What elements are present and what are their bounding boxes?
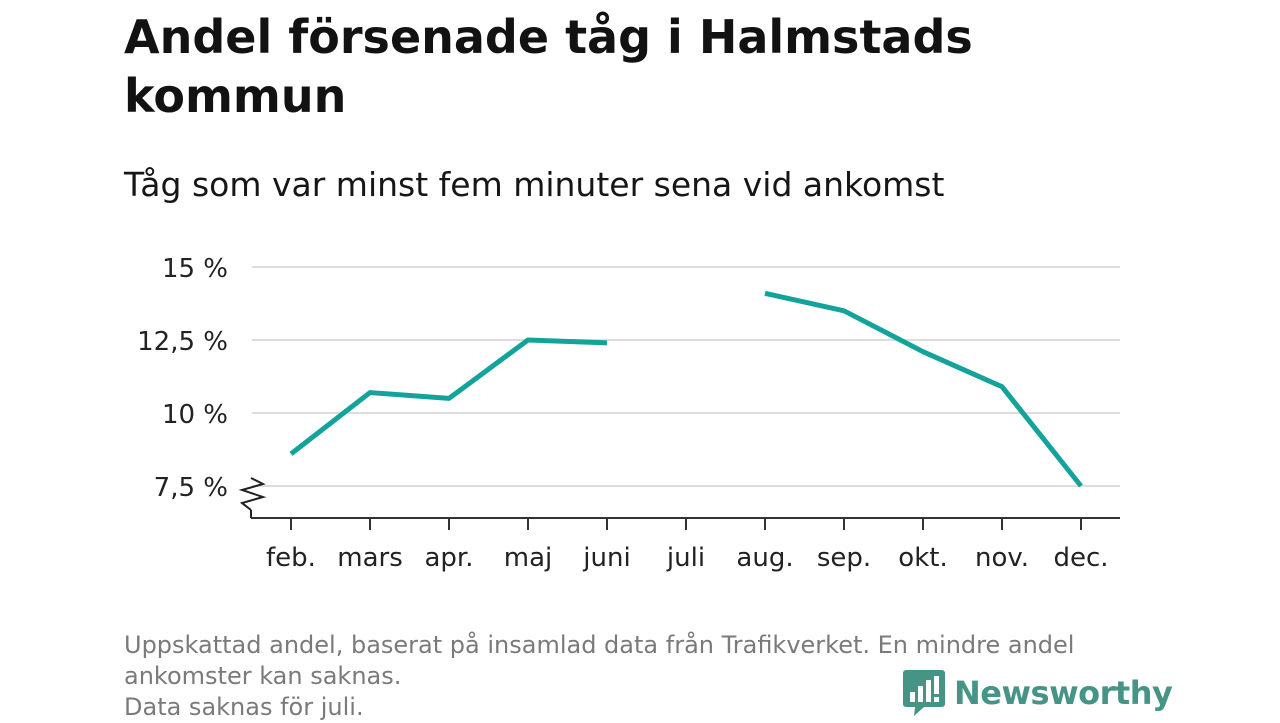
x-tick-label-1: mars <box>337 543 403 573</box>
x-tick-label-9: nov. <box>975 543 1029 573</box>
x-tick-label-4: juni <box>582 543 630 573</box>
x-tick-label-3: maj <box>504 543 552 573</box>
line-chart: 7,5 % 10 % 12,5 % 15 % feb. mars apr. maj juni j… <box>137 254 1120 573</box>
x-axis <box>238 477 1120 530</box>
series-line-segment-0-0 <box>289 337 608 456</box>
x-tick-label-8: okt. <box>898 543 947 573</box>
gridlines <box>252 266 1120 487</box>
series-line-segment-0-1 <box>764 290 1083 488</box>
x-tick-label-2: apr. <box>424 543 473 573</box>
y-tick-label-3: 15 % <box>162 254 228 284</box>
y-tick-label-1: 10 % <box>162 400 228 430</box>
brand-name: Newsworthy <box>954 674 1173 712</box>
y-tick-label-0: 7,5 % <box>154 473 228 503</box>
chart-subtitle: Tåg som var minst fem minuter sena vid a… <box>124 165 945 204</box>
x-tick-label-7: sep. <box>817 543 871 573</box>
axis-break-icon <box>238 477 267 511</box>
x-tick-label-0: feb. <box>266 543 316 573</box>
footnote: Uppskattad andel, baserat på insamlad da… <box>124 630 1154 723</box>
x-tick-label-5: juli <box>666 543 705 573</box>
chart-title: Andel försenade tåg i Halmstads kommun <box>124 10 973 123</box>
x-tick-labels: feb. mars apr. maj juni juli aug. sep. okt. nov. d… <box>266 543 1108 573</box>
y-axis: 7,5 % 10 % 12,5 % 15 % <box>137 254 228 503</box>
brand-logo: Newsworthy <box>902 668 1173 718</box>
x-tick-label-6: aug. <box>736 543 793 573</box>
x-tick-label-10: dec. <box>1053 543 1108 573</box>
footnote-source: Uppskattad andel, baserat på insamlad da… <box>124 631 1075 690</box>
series-lines <box>289 290 1083 488</box>
footnote-missing-data: Data saknas för juli. <box>124 693 364 721</box>
bar-chart-speech-bubble-icon <box>903 670 945 716</box>
y-tick-label-2: 12,5 % <box>137 327 228 357</box>
